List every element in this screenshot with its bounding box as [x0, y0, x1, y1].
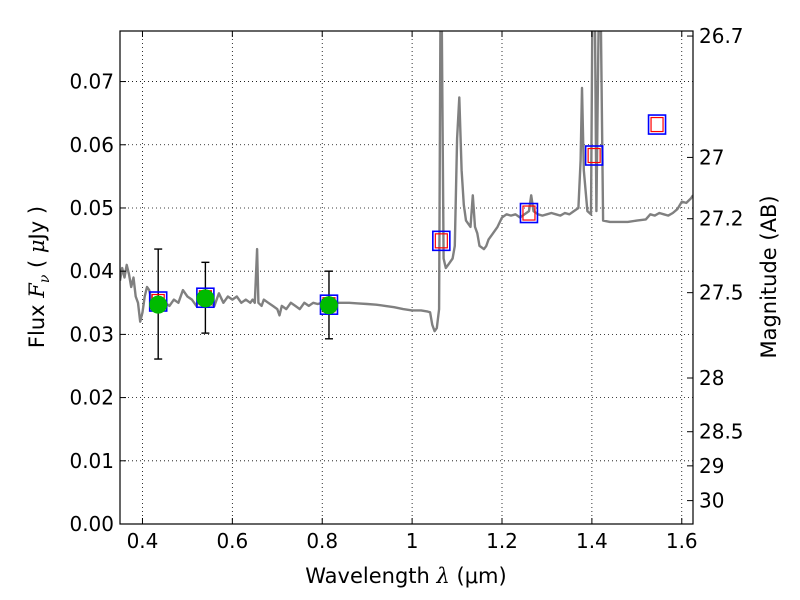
right-tick-label: 29	[699, 454, 724, 478]
right-axis-title: Magnitude (AB)	[757, 195, 781, 358]
y-tick-label: 0.03	[69, 322, 114, 346]
right-tick-label: 27.2	[699, 207, 744, 231]
x-tick-label: 1.4	[576, 529, 608, 553]
model-marker-inner	[587, 147, 601, 164]
x-tick-label: 0.4	[127, 529, 159, 553]
model-marker-inner	[650, 116, 664, 133]
x-tick-label: 0.6	[216, 529, 248, 553]
x-tick-label: 1	[406, 529, 419, 553]
right-tick-label: 28.5	[699, 420, 744, 444]
y-tick-label: 0.01	[69, 449, 114, 473]
y-tick-label: 0.00	[69, 512, 114, 536]
y-tick-label: 0.06	[69, 133, 114, 157]
x-tick-label: 1.6	[666, 529, 698, 553]
right-tick-label: 26.7	[699, 24, 744, 48]
right-tick-label: 27	[699, 145, 724, 169]
x-tick-label: 1.2	[486, 529, 518, 553]
observed-point	[149, 295, 168, 314]
y-tick-label: 0.02	[69, 386, 114, 410]
right-tick-label: 27.5	[699, 281, 744, 305]
y-axis-title: Flux Fν ( μJy )	[25, 206, 53, 348]
spectrum-line	[120, 31, 693, 333]
y-tick-label: 0.05	[69, 196, 114, 220]
x-tick-label: 0.8	[306, 529, 338, 553]
model-marker	[584, 145, 604, 166]
plot-frame	[119, 30, 694, 525]
model-marker-inner	[522, 205, 536, 221]
x-axis-title: Wavelength λ (μm)	[305, 564, 506, 588]
model-marker-inner	[434, 233, 448, 249]
axis-ticks: 0.4 0.6 0.8 1 1.2 1.4 1.6 0.00 0.01 0.02 0.03 0.04 0…	[69, 24, 743, 553]
marker-layer	[148, 114, 667, 360]
observed-point	[319, 296, 338, 315]
right-tick-label: 28	[699, 366, 724, 390]
model-marker	[519, 202, 539, 224]
observed-point	[196, 289, 215, 308]
model-marker	[647, 114, 667, 135]
y-tick-label: 0.07	[69, 70, 114, 94]
y-tick-label: 0.04	[69, 259, 114, 283]
series-layer	[120, 31, 693, 333]
right-tick-label: 30	[699, 489, 724, 513]
model-marker	[432, 230, 451, 252]
